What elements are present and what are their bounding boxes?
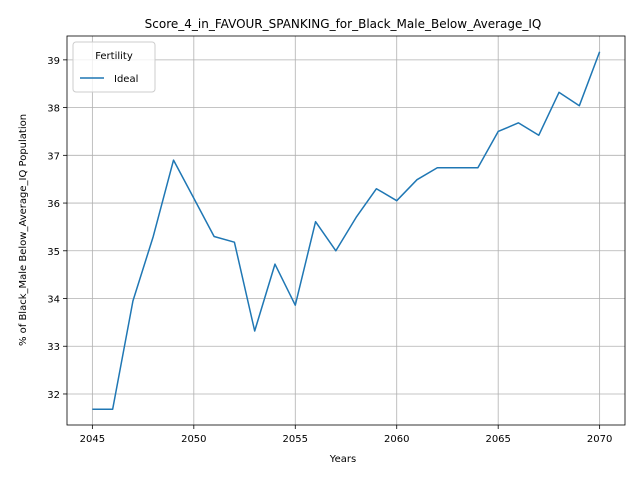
y-tick-label: 32 xyxy=(47,390,60,401)
y-tick-label: 34 xyxy=(47,295,60,306)
x-tick-label: 2045 xyxy=(80,434,105,445)
x-tick-label: 2055 xyxy=(283,434,308,445)
y-tick-label: 39 xyxy=(47,56,60,67)
y-axis-label: % of Black_Male Below_Average_IQ Populat… xyxy=(18,114,29,346)
y-tick-label: 33 xyxy=(47,342,60,353)
y-axis: 32 33 34 35 36 37 38 39 xyxy=(47,56,67,401)
y-tick-label: 37 xyxy=(47,151,60,162)
y-tick-label: 35 xyxy=(47,247,60,258)
series-line-ideal xyxy=(92,51,601,410)
legend: Fertility Ideal xyxy=(72,41,156,93)
chart-title: Score_4_in_FAVOUR_SPANKING_for_Black_Mal… xyxy=(145,17,542,31)
y-tick-label: 36 xyxy=(47,199,60,210)
plot-area xyxy=(67,36,625,425)
legend-box xyxy=(72,41,156,93)
series-layer xyxy=(92,51,601,410)
x-tick-label: 2060 xyxy=(384,434,409,445)
grid xyxy=(67,36,625,425)
x-tick-label: 2070 xyxy=(587,434,612,445)
x-tick-label: 2065 xyxy=(485,434,510,445)
x-axis-label: Years xyxy=(329,454,356,465)
x-tick-label: 2050 xyxy=(181,434,206,445)
legend-title: Fertility xyxy=(95,51,133,62)
y-tick-label: 38 xyxy=(47,104,60,115)
plot-frame xyxy=(66,35,626,426)
legend-label: Ideal xyxy=(114,74,138,85)
x-axis: 2045 2050 2055 2060 2065 2070 xyxy=(80,425,612,445)
